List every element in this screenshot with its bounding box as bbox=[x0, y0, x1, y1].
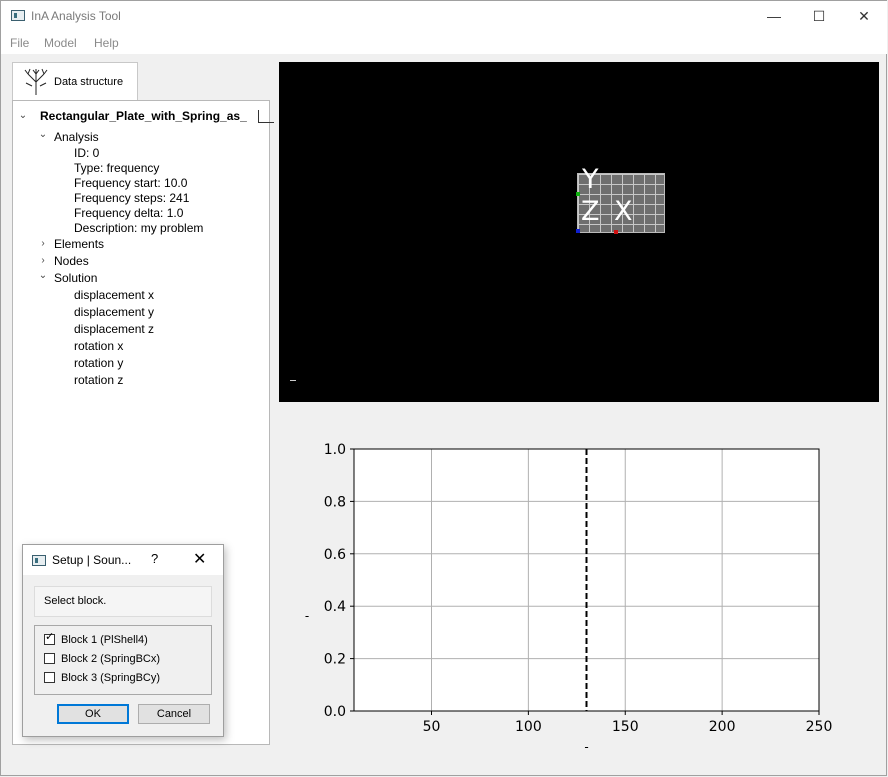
checkbox[interactable]: ✓ bbox=[44, 631, 55, 645]
plate-mesh bbox=[577, 173, 665, 233]
axis-label-y: Y bbox=[582, 164, 599, 195]
block-option[interactable]: Block 2 (SpringBCx) bbox=[44, 653, 160, 665]
dialog-close-button[interactable]: ✕ bbox=[193, 551, 207, 568]
plot-canvas: 50 100 150 200 250 0.0 0.2 0.4 0.6 0.8 1.0 - - bbox=[305, 442, 833, 754]
tree-item-elements[interactable]: Elements bbox=[54, 237, 105, 251]
y-tick-label: 0.8 bbox=[324, 494, 346, 510]
axis-label-z: Z bbox=[581, 196, 600, 227]
chevron-down-icon[interactable]: ⌄ bbox=[38, 270, 48, 281]
tree-item[interactable]: rotation z bbox=[74, 373, 124, 387]
axis-label-x: X bbox=[614, 196, 633, 227]
app-icon bbox=[32, 555, 46, 566]
y-tick-label: 0.6 bbox=[324, 547, 346, 563]
plot-frame bbox=[353, 448, 820, 712]
check-icon: ✓ bbox=[45, 631, 55, 643]
z-axis-marker bbox=[576, 229, 580, 233]
chevron-down-icon[interactable]: ⌄ bbox=[18, 110, 28, 121]
block-label: Block 1 (PlShell4) bbox=[61, 634, 148, 646]
tree-icon bbox=[24, 68, 48, 95]
menu-model[interactable]: Model bbox=[44, 36, 77, 50]
setup-dialog: Setup | Soun... ? ✕ Select block. ✓ Block… bbox=[22, 544, 224, 737]
block-label: Block 3 (SpringBCy) bbox=[61, 672, 161, 684]
tab-label: Data structure bbox=[54, 76, 124, 88]
block-label: Block 2 (SpringBCx) bbox=[61, 653, 161, 665]
y-tick-label: 1.0 bbox=[324, 442, 346, 458]
block-option[interactable]: Block 3 (SpringBCy) bbox=[44, 672, 160, 684]
tree-item[interactable]: Frequency delta: 1.0 bbox=[74, 206, 184, 220]
tree-item-nodes[interactable]: Nodes bbox=[54, 254, 89, 268]
x-tick-label: 250 bbox=[806, 719, 833, 735]
y-axis-label: - bbox=[305, 609, 309, 623]
tree-item[interactable]: rotation x bbox=[74, 339, 124, 353]
cancel-button[interactable]: Cancel bbox=[138, 704, 210, 724]
dialog-title-bar[interactable]: Setup | Soun... ? ✕ bbox=[23, 545, 223, 575]
tree-item[interactable]: Description: my problem bbox=[74, 221, 204, 235]
tree-item[interactable]: Frequency start: 10.0 bbox=[74, 176, 188, 190]
tree-item-analysis[interactable]: Analysis bbox=[54, 130, 99, 144]
tree-item[interactable]: Type: frequency bbox=[74, 161, 160, 175]
x-tick-label: 50 bbox=[423, 719, 441, 735]
menu-bar: File Model Help bbox=[1, 32, 887, 54]
app-icon bbox=[11, 10, 25, 21]
checkbox[interactable] bbox=[44, 653, 55, 664]
tree-item[interactable]: Frequency steps: 241 bbox=[74, 191, 190, 205]
tree-root[interactable]: Rectangular_Plate_with_Spring_as_ bbox=[40, 109, 247, 123]
maximize-button[interactable]: ☐ bbox=[812, 8, 826, 24]
y-tick-label: 0.2 bbox=[324, 652, 346, 668]
viewport-dash bbox=[290, 380, 296, 381]
close-button[interactable]: ✕ bbox=[858, 8, 870, 24]
tab-data-structure[interactable]: Data structure bbox=[12, 62, 138, 101]
menu-help[interactable]: Help bbox=[94, 36, 119, 50]
y-axis-marker bbox=[576, 192, 580, 196]
tree-item[interactable]: ID: 0 bbox=[74, 146, 100, 160]
x-axis-label: - bbox=[584, 740, 588, 754]
tree-item[interactable]: rotation y bbox=[74, 356, 124, 370]
x-tick-label: 200 bbox=[709, 719, 736, 735]
menu-file[interactable]: File bbox=[10, 36, 30, 50]
x-tick-label: 100 bbox=[515, 719, 542, 735]
window-title: InA Analysis Tool bbox=[31, 9, 121, 23]
dialog-message: Select block. bbox=[34, 586, 212, 617]
chevron-right-icon[interactable]: › bbox=[41, 238, 45, 249]
tree-item[interactable]: displacement y bbox=[74, 305, 155, 319]
block-option[interactable]: ✓ Block 1 (PlShell4) bbox=[44, 631, 148, 646]
chevron-down-icon[interactable]: ⌄ bbox=[38, 129, 48, 140]
block-list: ✓ Block 1 (PlShell4) Block 2 (SpringBCx) … bbox=[34, 625, 212, 695]
3d-viewport[interactable]: Y Z X bbox=[279, 62, 879, 402]
y-tick-label: 0.4 bbox=[324, 599, 346, 615]
checkbox[interactable] bbox=[44, 672, 55, 683]
dialog-title: Setup | Soun... bbox=[52, 553, 132, 567]
x-tick-label: 150 bbox=[612, 719, 639, 735]
rename-field[interactable] bbox=[258, 110, 274, 123]
title-bar[interactable]: InA Analysis Tool — ☐ ✕ bbox=[1, 1, 887, 32]
tree-item[interactable]: displacement z bbox=[74, 322, 155, 336]
y-tick-label: 0.0 bbox=[324, 704, 346, 720]
minimize-button[interactable]: — bbox=[767, 8, 781, 24]
tree-item-solution[interactable]: Solution bbox=[54, 271, 98, 285]
x-axis-marker bbox=[614, 230, 618, 234]
help-button[interactable]: ? bbox=[151, 551, 159, 566]
ok-button[interactable]: OK bbox=[57, 704, 129, 724]
chevron-right-icon[interactable]: › bbox=[41, 255, 45, 266]
tree-item[interactable]: displacement x bbox=[74, 288, 155, 302]
frequency-plot[interactable]: 50 100 150 200 250 0.0 0.2 0.4 0.6 0.8 1.0 - - bbox=[279, 402, 879, 762]
